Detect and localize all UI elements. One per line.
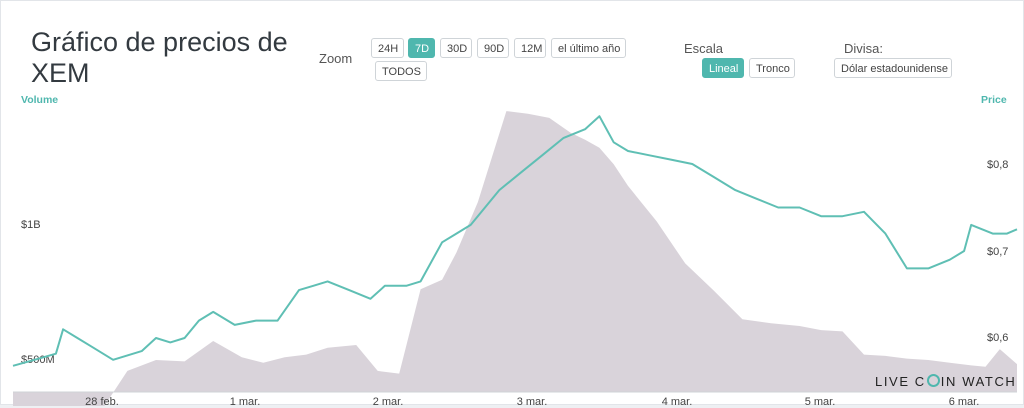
x-tick-3-mar: 3 mar.: [516, 396, 548, 408]
volume-axis-title: Volume: [21, 94, 59, 106]
volume-tick-1b: $1B: [21, 219, 41, 231]
volume-area-layer: [13, 111, 1017, 406]
price-tick-0-8: $0,8: [987, 159, 1009, 171]
x-tick-1-mar: 1 mar.: [229, 396, 261, 408]
currency-label: Divisa:: [844, 41, 884, 56]
coin-icon: [926, 374, 940, 387]
zoom-90d-button[interactable]: 90D: [477, 38, 509, 58]
price-line-layer: [12, 115, 1018, 367]
price-axis-title: Price: [981, 94, 1007, 106]
live-coin-watch-logo: LIVE C IN WATCH: [875, 374, 1017, 389]
price-tick-0-6: $0,6: [987, 332, 1009, 344]
price-line: [12, 115, 1018, 367]
x-tick-6-mar: 6 mar.: [948, 396, 980, 408]
zoom-30d-button[interactable]: 30D: [440, 38, 472, 58]
page-title: Gráfico de precios de XEM: [31, 27, 288, 88]
x-tick-2-mar: 2 mar.: [372, 396, 404, 408]
x-tick-28-feb: 28 feb.: [85, 396, 119, 408]
zoom-label: Zoom: [319, 51, 353, 66]
x-tick-5-mar: 5 mar.: [804, 396, 836, 408]
volume-area: [13, 111, 1017, 406]
zoom-last-year-button[interactable]: el último año: [551, 38, 626, 58]
x-tick-4-mar: 4 mar.: [661, 396, 693, 408]
zoom-12m-button[interactable]: 12M: [514, 38, 546, 58]
zoom-24h-button[interactable]: 24H: [371, 38, 404, 58]
zoom-7d-button[interactable]: 7D: [408, 38, 435, 58]
price-tick-0-7: $0,7: [987, 246, 1009, 258]
zoom-all-button[interactable]: TODOS: [375, 61, 427, 81]
scale-label: Escala: [684, 41, 724, 56]
scale-linear-button[interactable]: Lineal: [702, 58, 744, 78]
currency-select[interactable]: Dólar estadounidense: [834, 58, 952, 78]
scale-log-button[interactable]: Tronco: [749, 58, 795, 78]
